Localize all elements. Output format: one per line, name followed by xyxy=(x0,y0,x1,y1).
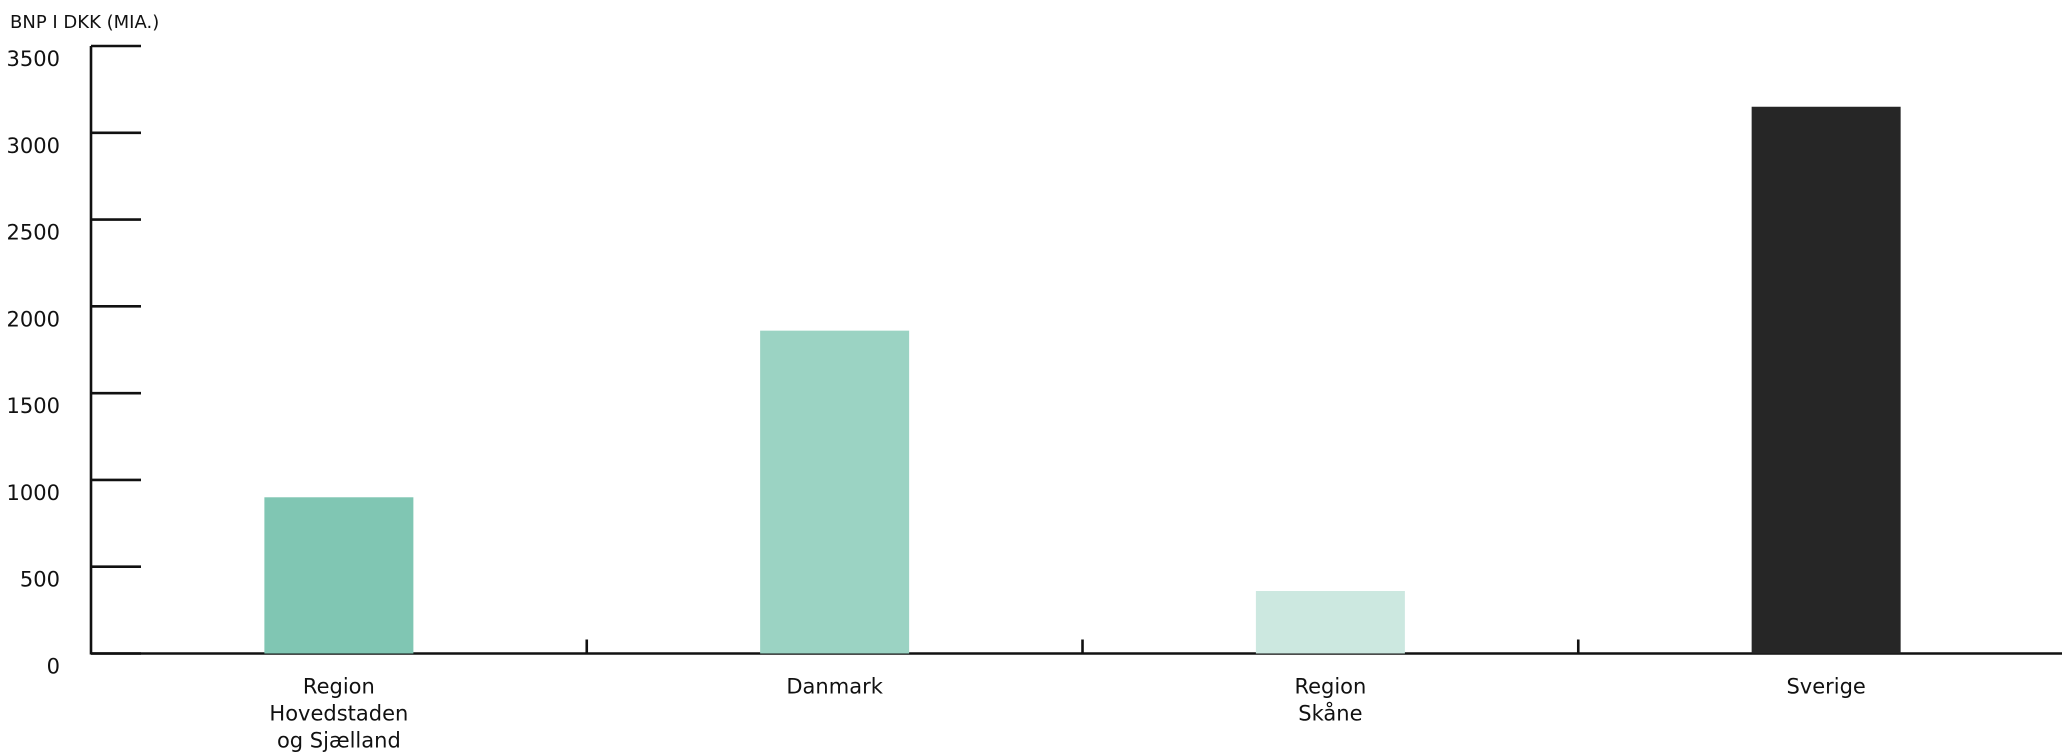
y-tick-label: 3500 xyxy=(7,47,60,71)
axis-title: BNP I DKK (MIA.) xyxy=(10,12,159,33)
bar xyxy=(760,330,910,654)
bar xyxy=(1751,106,1901,654)
bar xyxy=(1255,591,1405,654)
y-tick-label: 3000 xyxy=(7,134,60,158)
x-tick-label: Sverige xyxy=(1786,675,1865,699)
x-tick-label: Danmark xyxy=(786,675,883,699)
x-tick-label: Region Hovedstaden og Sjælland xyxy=(269,675,408,753)
y-tick-label: 1500 xyxy=(7,394,60,418)
y-tick-label: 2500 xyxy=(7,221,60,245)
y-tick-label: 2000 xyxy=(7,307,60,331)
bar xyxy=(264,497,414,654)
x-tick-label: Region Skåne xyxy=(1294,675,1366,726)
y-tick-label: 500 xyxy=(20,568,60,592)
y-tick-label: 1000 xyxy=(7,481,60,505)
y-tick-label: 0 xyxy=(47,655,60,679)
